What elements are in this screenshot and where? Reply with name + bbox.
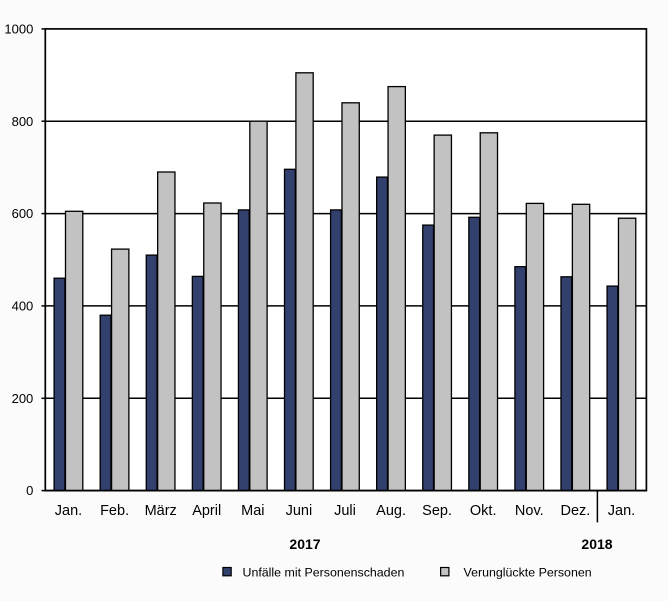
svg-text:Aug.: Aug. bbox=[376, 503, 406, 519]
svg-text:Dez.: Dez. bbox=[560, 503, 590, 519]
svg-text:2018: 2018 bbox=[581, 536, 612, 552]
svg-text:Juli: Juli bbox=[334, 503, 356, 519]
svg-text:Mai: Mai bbox=[241, 503, 264, 519]
svg-text:800: 800 bbox=[12, 114, 34, 129]
svg-text:600: 600 bbox=[12, 206, 34, 221]
svg-text:400: 400 bbox=[12, 299, 34, 314]
svg-text:Sep.: Sep. bbox=[422, 503, 452, 519]
svg-text:Okt.: Okt. bbox=[470, 503, 497, 519]
svg-text:0: 0 bbox=[26, 483, 33, 498]
svg-text:Jan.: Jan. bbox=[608, 503, 635, 519]
svg-text:1000: 1000 bbox=[4, 22, 33, 37]
svg-text:Nov.: Nov. bbox=[515, 503, 544, 519]
svg-text:Juni: Juni bbox=[286, 503, 313, 519]
svg-text:Unfälle mit Personenschaden: Unfälle mit Personenschaden bbox=[243, 566, 405, 580]
svg-text:März: März bbox=[145, 503, 177, 519]
svg-text:Jan.: Jan. bbox=[55, 503, 82, 519]
svg-text:Feb.: Feb. bbox=[100, 503, 129, 519]
svg-text:200: 200 bbox=[12, 391, 34, 406]
svg-text:April: April bbox=[192, 503, 221, 519]
svg-text:Verunglückte Personen: Verunglückte Personen bbox=[464, 566, 592, 580]
svg-text:2017: 2017 bbox=[289, 536, 320, 552]
